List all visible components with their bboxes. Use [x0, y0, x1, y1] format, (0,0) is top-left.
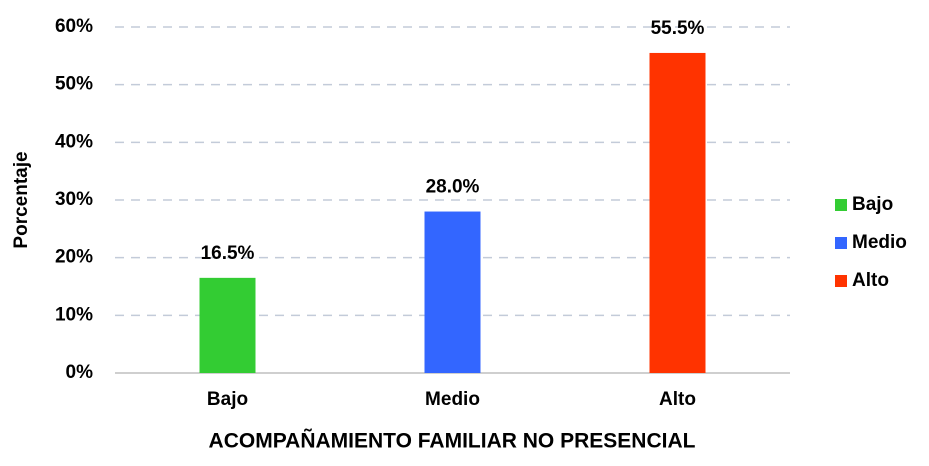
y-tick-label: 60%	[55, 16, 93, 37]
bar	[199, 277, 256, 373]
bar	[424, 211, 481, 373]
y-tick-label: 40%	[55, 131, 93, 152]
value-label: 16.5%	[201, 243, 255, 264]
bar	[649, 52, 706, 373]
y-tick-label: 30%	[55, 189, 93, 210]
x-tick-label: Medio	[425, 389, 480, 410]
legend-swatch	[835, 275, 847, 287]
x-tick-label: Bajo	[207, 389, 248, 410]
x-tick-label: Alto	[659, 389, 696, 410]
y-tick-label: 10%	[55, 304, 93, 325]
x-axis-label: ACOMPAÑAMIENTO FAMILIAR NO PRESENCIAL	[209, 430, 696, 453]
legend-label: Bajo	[852, 194, 893, 215]
legend-swatch	[835, 237, 847, 249]
y-axis-label: Porcentaje	[11, 151, 32, 248]
value-label: 55.5%	[651, 18, 705, 39]
legend-label: Medio	[852, 232, 907, 253]
y-tick-label: 0%	[66, 362, 94, 383]
legend-label: Alto	[852, 270, 889, 291]
value-label: 28.0%	[426, 177, 480, 198]
y-tick-label: 50%	[55, 74, 93, 95]
legend-swatch	[835, 199, 847, 211]
y-tick-label: 20%	[55, 247, 93, 268]
